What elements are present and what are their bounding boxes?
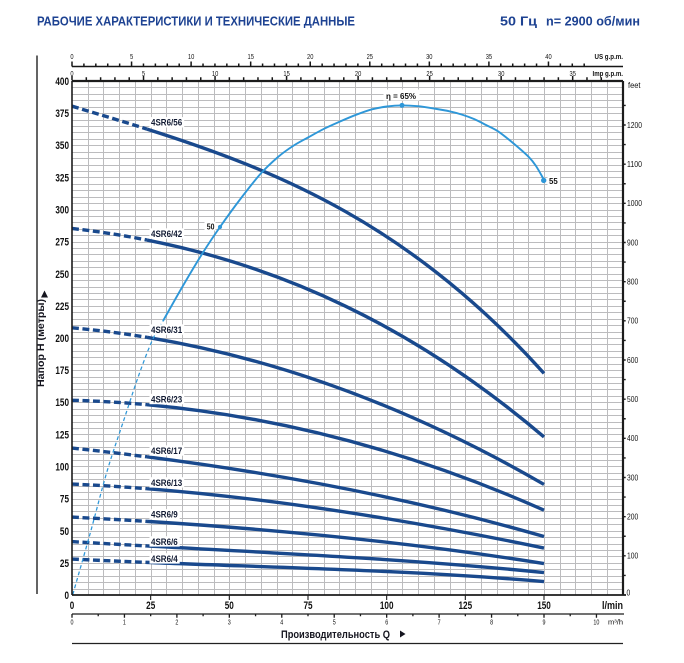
svg-text:m³/h: m³/h	[608, 620, 623, 627]
svg-text:175: 175	[55, 365, 69, 377]
svg-text:300: 300	[627, 473, 639, 482]
svg-text:900: 900	[627, 238, 639, 247]
svg-text:375: 375	[55, 108, 69, 120]
svg-text:600: 600	[627, 356, 639, 365]
svg-text:4SR6/9: 4SR6/9	[151, 510, 178, 521]
svg-text:35: 35	[486, 52, 492, 61]
svg-text:25: 25	[146, 600, 155, 612]
svg-text:1200: 1200	[627, 121, 643, 130]
svg-text:15: 15	[283, 69, 289, 78]
svg-text:n= 2900 об/мин: n= 2900 об/мин	[546, 15, 640, 29]
svg-text:6: 6	[385, 618, 388, 627]
svg-text:500: 500	[627, 395, 639, 404]
svg-text:55: 55	[549, 177, 558, 186]
svg-text:4SR6/13: 4SR6/13	[151, 478, 182, 489]
svg-text:Производительность Q: Производительность Q	[281, 629, 390, 641]
svg-text:75: 75	[60, 494, 69, 506]
svg-text:7: 7	[438, 618, 441, 627]
svg-text:0: 0	[65, 590, 70, 602]
svg-text:700: 700	[627, 317, 639, 326]
svg-text:1000: 1000	[627, 199, 643, 208]
svg-text:0: 0	[627, 589, 631, 598]
svg-text:125: 125	[459, 600, 473, 612]
svg-text:25: 25	[367, 52, 373, 61]
svg-text:10: 10	[593, 618, 599, 627]
svg-text:0: 0	[70, 600, 75, 612]
svg-text:4SR6/4: 4SR6/4	[151, 554, 178, 565]
svg-text:75: 75	[303, 600, 312, 612]
svg-text:350: 350	[55, 140, 69, 152]
svg-text:250: 250	[55, 269, 69, 281]
svg-text:10: 10	[188, 52, 194, 61]
svg-text:4SR6/17: 4SR6/17	[151, 446, 182, 457]
svg-text:2: 2	[175, 618, 178, 627]
svg-text:200: 200	[627, 513, 639, 522]
svg-text:feet: feet	[628, 81, 641, 90]
svg-text:4SR6/56: 4SR6/56	[151, 118, 182, 129]
svg-text:25: 25	[426, 69, 432, 78]
svg-text:400: 400	[627, 434, 639, 443]
svg-text:5: 5	[142, 69, 145, 78]
svg-text:200: 200	[55, 333, 69, 345]
svg-text:40: 40	[545, 52, 551, 61]
svg-text:400: 400	[55, 76, 69, 88]
svg-text:РАБОЧИЕ ХАРАКТЕРИСТИКИ И ТЕХНИ: РАБОЧИЕ ХАРАКТЕРИСТИКИ И ТЕХНИЧЕСКИЕ ДАН…	[37, 15, 355, 29]
svg-text:50 Гц: 50 Гц	[500, 15, 537, 29]
svg-text:30: 30	[426, 52, 432, 61]
svg-text:l/min: l/min	[602, 600, 623, 612]
svg-text:30: 30	[498, 69, 504, 78]
svg-text:0: 0	[70, 52, 73, 61]
svg-text:10: 10	[212, 69, 218, 78]
svg-text:50: 50	[207, 222, 215, 231]
svg-text:4: 4	[280, 618, 283, 627]
svg-text:0: 0	[71, 618, 74, 627]
svg-text:150: 150	[55, 397, 69, 409]
svg-text:20: 20	[355, 69, 361, 78]
svg-text:25: 25	[60, 558, 69, 570]
svg-text:225: 225	[55, 301, 69, 313]
svg-text:100: 100	[380, 600, 394, 612]
svg-text:125: 125	[55, 429, 69, 441]
svg-text:1100: 1100	[627, 160, 643, 169]
svg-text:5: 5	[333, 618, 336, 627]
svg-text:Imp g.p.m.: Imp g.p.m.	[593, 69, 624, 78]
svg-text:η = 65%: η = 65%	[386, 92, 416, 101]
svg-text:275: 275	[55, 237, 69, 249]
svg-text:100: 100	[55, 462, 69, 474]
svg-text:4SR6/31: 4SR6/31	[151, 325, 183, 336]
svg-text:50: 50	[60, 526, 69, 538]
svg-text:Напор H (метры): Напор H (метры)	[36, 299, 47, 387]
svg-text:50: 50	[225, 600, 234, 612]
svg-text:4SR6/42: 4SR6/42	[151, 229, 182, 240]
svg-text:15: 15	[248, 52, 254, 61]
svg-text:35: 35	[570, 69, 576, 78]
svg-text:4SR6/23: 4SR6/23	[151, 394, 182, 405]
svg-text:8: 8	[490, 618, 493, 627]
svg-text:1: 1	[123, 618, 126, 627]
svg-text:800: 800	[627, 278, 639, 287]
svg-text:100: 100	[627, 552, 639, 561]
svg-text:5: 5	[130, 52, 133, 61]
svg-text:0: 0	[70, 69, 73, 78]
svg-text:150: 150	[537, 600, 551, 612]
svg-text:325: 325	[55, 172, 69, 184]
svg-text:4SR6/6: 4SR6/6	[151, 537, 178, 548]
svg-text:20: 20	[307, 52, 313, 61]
svg-text:US g.p.m.: US g.p.m.	[595, 52, 624, 61]
svg-text:9: 9	[543, 618, 546, 627]
svg-text:3: 3	[228, 618, 231, 627]
svg-text:300: 300	[55, 205, 69, 217]
